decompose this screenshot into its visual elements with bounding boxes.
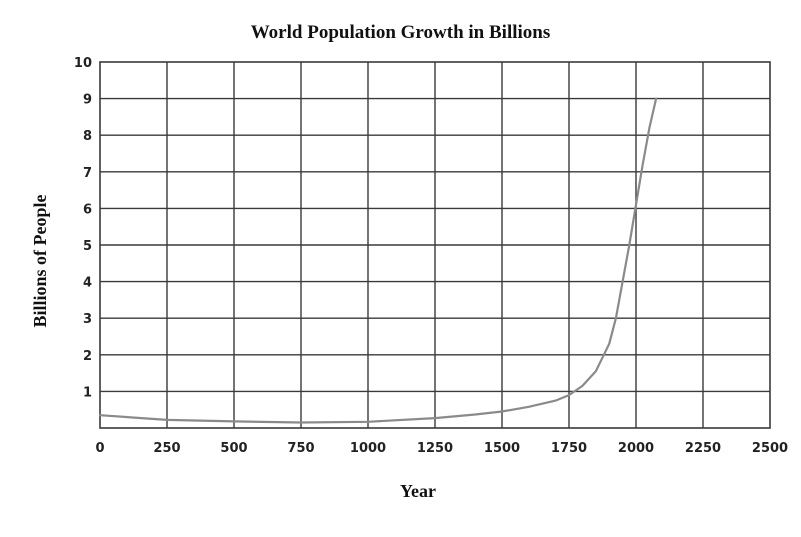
x-tick-labels: 0 250 500 750 1000 1250 1500 1750 2000 2250 2500 <box>95 441 788 456</box>
y-tick-label-6: 7 <box>83 166 92 181</box>
x-tick-label-7: 1750 <box>551 441 587 456</box>
y-tick-label-4: 5 <box>83 239 92 254</box>
chart-title: World Population Growth in Billions <box>250 22 551 43</box>
y-tick-label-9: 10 <box>74 56 92 71</box>
x-tick-label-1: 250 <box>153 441 180 456</box>
y-axis-label: Billions of People <box>30 194 50 327</box>
x-tick-label-3: 750 <box>287 441 314 456</box>
x-tick-label-0: 0 <box>95 441 104 456</box>
x-tick-label-5: 1250 <box>417 441 453 456</box>
grid <box>99 61 771 429</box>
y-tick-label-7: 8 <box>83 129 92 144</box>
y-tick-labels: 1 2 3 4 5 6 7 8 9 10 <box>74 56 92 400</box>
x-tick-label-10: 2500 <box>752 441 788 456</box>
y-tick-label-3: 4 <box>83 276 92 291</box>
series-line-0 <box>98 97 658 424</box>
x-tick-label-9: 2250 <box>685 441 721 456</box>
y-tick-label-5: 6 <box>83 202 92 217</box>
y-tick-label-2: 3 <box>83 312 92 327</box>
series-layer <box>98 97 658 424</box>
y-tick-label-8: 9 <box>83 93 92 108</box>
x-axis-label: Year <box>400 481 436 501</box>
y-tick-label-1: 2 <box>83 349 92 364</box>
x-tick-label-4: 1000 <box>350 441 386 456</box>
x-tick-label-6: 1500 <box>484 441 520 456</box>
x-tick-label-2: 500 <box>220 441 247 456</box>
x-tick-label-8: 2000 <box>618 441 654 456</box>
y-tick-label-0: 1 <box>83 385 92 400</box>
